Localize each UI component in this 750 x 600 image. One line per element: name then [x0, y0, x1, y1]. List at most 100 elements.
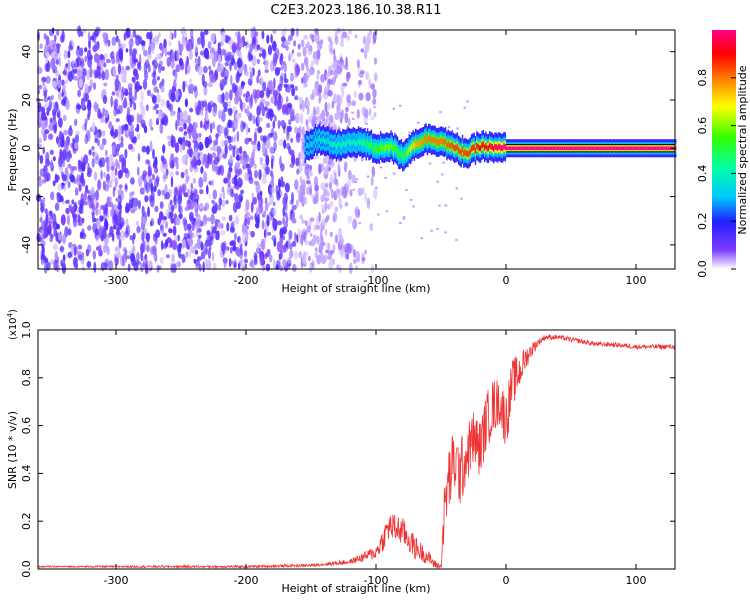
ridge-segment	[664, 146, 666, 151]
noise-blob	[58, 56, 61, 67]
noise-blob	[272, 40, 277, 52]
ridge-segment	[461, 146, 464, 153]
noise-blob	[136, 112, 140, 124]
noise-blob	[287, 237, 291, 249]
noise-blob	[235, 161, 241, 169]
noise-blob	[190, 35, 194, 48]
noise-blob	[81, 232, 87, 240]
noise-blob	[156, 120, 159, 125]
ridge-segment	[399, 151, 401, 158]
y-tick-label: 0	[20, 145, 33, 152]
ridge-segment	[442, 138, 444, 145]
noise-blob	[325, 117, 329, 123]
noise-blob	[187, 188, 191, 195]
noise-blob	[196, 237, 201, 250]
sparse-dot	[385, 210, 389, 213]
noise-blob	[248, 54, 253, 61]
noise-blob	[301, 77, 304, 84]
noise-blob	[150, 93, 154, 99]
noise-blob	[182, 239, 186, 247]
noise-blob	[109, 225, 114, 236]
noise-blob	[353, 90, 358, 99]
noise-blob	[244, 70, 249, 76]
noise-blob	[351, 100, 357, 107]
ridge-segment	[507, 146, 509, 151]
noise-blob	[87, 31, 91, 41]
noise-blob	[227, 179, 231, 188]
noise-blob	[154, 166, 159, 174]
noise-blob	[69, 174, 75, 183]
noise-blob	[40, 199, 43, 209]
noise-blob	[262, 81, 267, 92]
sparse-dot	[367, 201, 370, 204]
noise-blob	[255, 216, 260, 225]
noise-blob	[335, 189, 340, 199]
noise-blob	[224, 144, 228, 156]
noise-blob	[328, 250, 331, 256]
ridge-segment	[480, 145, 482, 152]
spectrogram-frame	[37, 29, 676, 270]
noise-blob	[216, 145, 222, 154]
noise-blob	[373, 57, 378, 65]
noise-blob	[180, 26, 186, 36]
noise-blob	[108, 260, 114, 272]
noise-blob	[369, 223, 374, 232]
noise-blob	[270, 96, 275, 104]
noise-blob	[150, 126, 154, 131]
noise-blob	[371, 166, 376, 178]
ridge-segment	[412, 141, 414, 148]
noise-blob	[117, 164, 121, 170]
noise-blob	[342, 31, 348, 39]
noise-blob	[234, 193, 239, 202]
noise-blob	[185, 64, 188, 75]
noise-blob	[232, 146, 236, 158]
noise-blob	[130, 124, 135, 130]
sparse-dot	[399, 104, 402, 107]
snr-x-ticks: -300 -200 -100 0 100	[104, 330, 647, 587]
noise-blob	[146, 89, 151, 97]
noise-blob	[283, 211, 288, 218]
noise-blob	[270, 33, 273, 44]
noise-blob	[151, 173, 156, 181]
ridge-segment	[327, 138, 330, 145]
noise-blob	[76, 177, 81, 186]
noise-blob	[338, 113, 342, 119]
noise-blob	[188, 237, 194, 247]
ridge-segment	[569, 146, 572, 151]
ridge-segment	[526, 146, 529, 151]
noise-blob	[64, 140, 69, 152]
ridge-segment	[351, 140, 353, 146]
noise-blob	[159, 201, 164, 210]
noise-blob	[238, 193, 244, 203]
ridge-segment	[482, 141, 484, 148]
noise-blob	[112, 65, 117, 78]
ridge-segment	[634, 146, 637, 151]
ridge-segment	[606, 146, 608, 151]
noise-blob	[64, 79, 68, 85]
ridge-segment	[456, 144, 458, 150]
noise-blob	[238, 85, 243, 98]
noise-blob	[127, 114, 132, 124]
snr-y-scale-close: )	[8, 309, 19, 313]
sparse-dot	[444, 231, 447, 234]
noise-blob	[229, 246, 233, 254]
noise-blob	[147, 259, 153, 269]
noise-blob	[268, 79, 274, 90]
ridge-segment	[668, 146, 670, 151]
noise-blob	[351, 174, 356, 184]
noise-blob	[254, 131, 257, 144]
noise-blob	[345, 56, 348, 67]
noise-blob	[228, 143, 233, 151]
noise-blob	[169, 211, 174, 219]
noise-blob	[166, 56, 171, 67]
ridge-segment	[454, 145, 456, 152]
noise-blob	[258, 203, 264, 214]
noise-blob	[59, 246, 64, 251]
noise-blob	[137, 153, 141, 162]
ridge-segment	[576, 146, 578, 151]
noise-blob	[145, 104, 149, 112]
ridge-segment	[617, 146, 620, 151]
noise-blob	[124, 148, 128, 159]
noise-blob	[248, 81, 253, 86]
noise-blob	[231, 43, 237, 54]
